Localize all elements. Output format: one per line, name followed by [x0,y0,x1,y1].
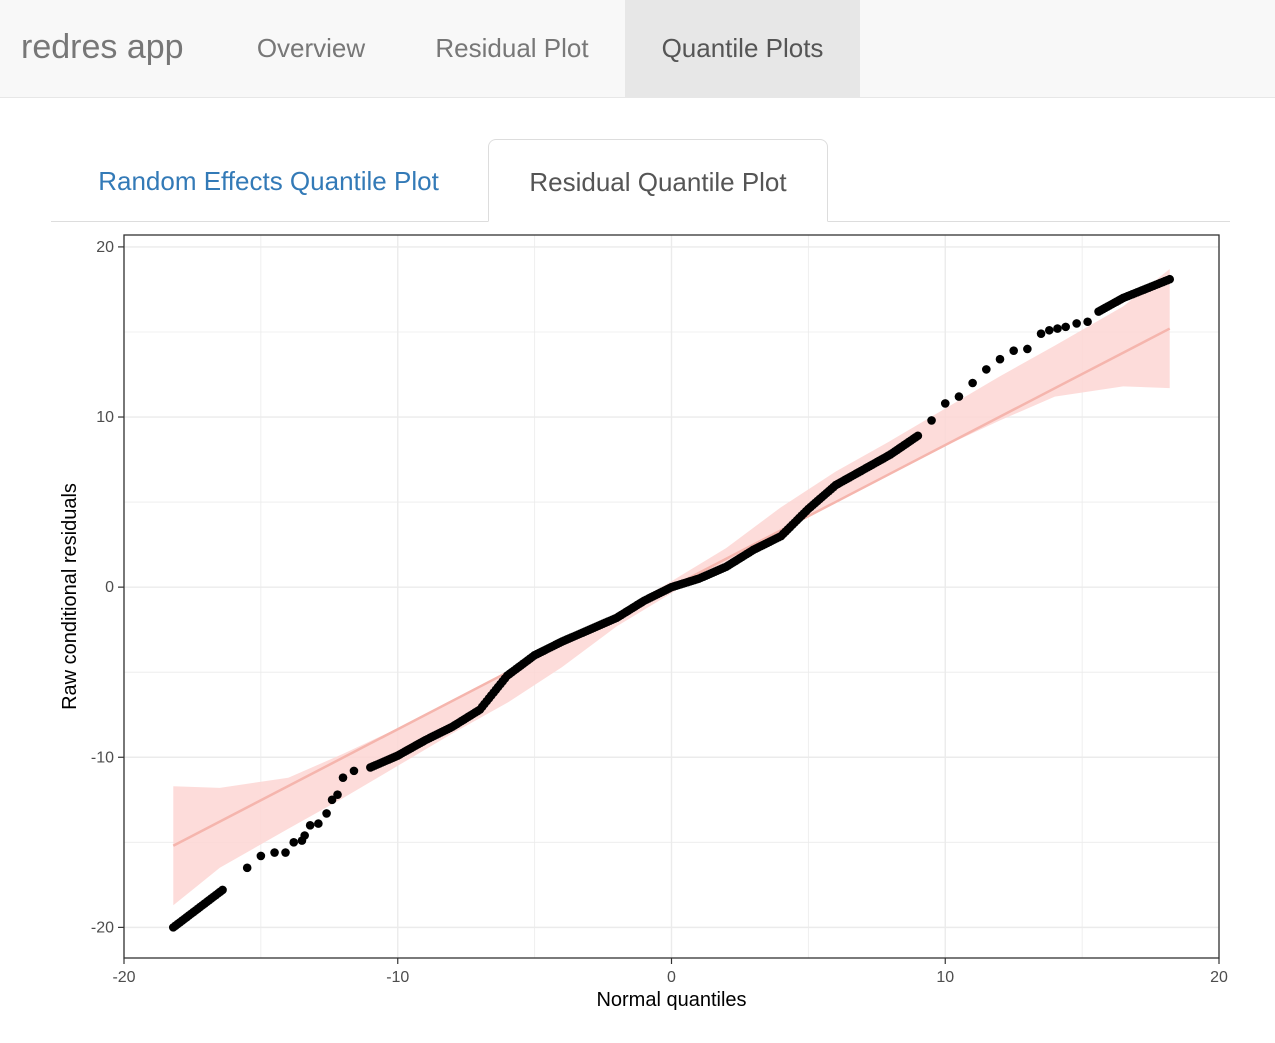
data-point [927,416,936,425]
plot-axes: -20 -10 0 10 20 -20 -10 0 10 20 [91,239,1228,986]
y-tick-label: 10 [96,409,114,426]
x-tick-label: -20 [112,969,135,986]
nav-overview[interactable]: Overview [256,33,366,63]
data-point [322,809,331,818]
data-point [218,885,227,895]
data-point [1036,329,1046,338]
data-point [995,354,1005,364]
data-point [1023,344,1032,354]
data-point [300,831,309,840]
quantile-subtabs: Random Effects Quantile Plot Residual Qu… [51,139,1230,222]
nav-residual-plot[interactable]: Residual Plot [435,33,589,63]
data-point [314,819,323,828]
data-point [333,790,342,799]
x-tick-label: 20 [1210,969,1228,986]
x-tick-label: -10 [386,969,409,986]
navbar: redres app Overview Residual Plot Quanti… [0,0,1275,98]
data-point [349,766,359,776]
data-point [281,848,290,857]
data-point [289,838,299,847]
data-point [1053,324,1062,333]
data-point [1009,346,1018,355]
data-point [913,431,923,441]
data-point [256,851,266,861]
nav-quantile-plots[interactable]: Quantile Plots [625,0,860,97]
data-point [954,392,964,401]
data-point [1061,322,1070,332]
x-tick-label: 10 [936,969,954,986]
y-tick-label: -20 [91,919,114,936]
data-point [982,365,991,374]
data-point [1044,325,1054,335]
y-tick-label: -10 [91,749,114,766]
x-tick-label: 0 [667,969,676,986]
data-point [1083,317,1092,327]
y-tick-label: 20 [96,239,114,256]
tab-residual-quantile-plot[interactable]: Residual Quantile Plot [488,139,828,222]
data-point [270,848,279,857]
data-point [1165,274,1175,284]
data-point [327,795,337,805]
data-point [968,378,977,388]
y-axis-label: Raw conditional residuals [59,483,81,710]
data-point [242,863,252,873]
data-point [940,399,950,408]
data-points [168,274,1175,932]
x-axis-label: Normal quantiles [596,989,746,1011]
tab-random-effects-quantile-plot[interactable]: Random Effects Quantile Plot [98,166,439,196]
app-brand[interactable]: redres app [21,28,184,66]
data-point [305,821,315,830]
data-point [1072,319,1081,328]
data-point [338,773,348,782]
y-tick-label: 0 [105,579,114,596]
